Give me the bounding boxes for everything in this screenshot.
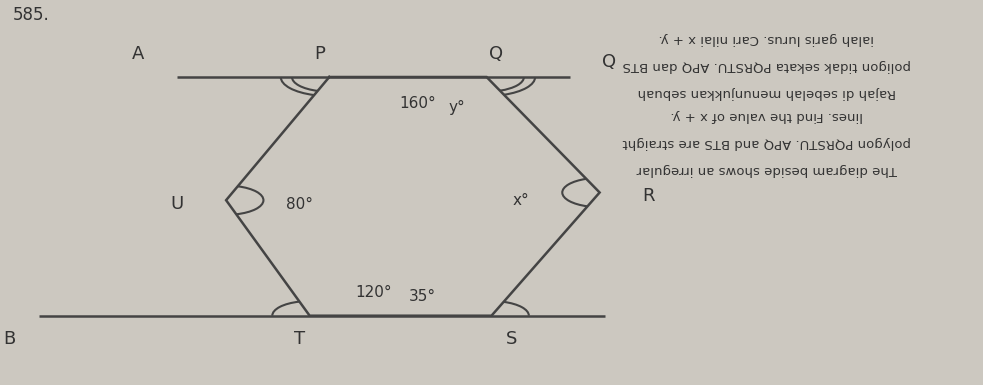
Text: S: S bbox=[505, 330, 517, 348]
Text: 585.: 585. bbox=[13, 7, 49, 24]
Text: Q: Q bbox=[603, 53, 616, 70]
Text: T: T bbox=[294, 330, 306, 348]
Text: Rajah di sebelah menunjukkan sebuah: Rajah di sebelah menunjukkan sebuah bbox=[638, 86, 896, 99]
Text: Q: Q bbox=[490, 45, 503, 63]
Text: x°: x° bbox=[512, 193, 530, 208]
Text: U: U bbox=[170, 195, 184, 213]
Text: polygon PQRSTU. APQ and BTS are straight: polygon PQRSTU. APQ and BTS are straight bbox=[622, 136, 911, 149]
Text: y°: y° bbox=[448, 100, 466, 116]
Text: ialah garis lurus. Cari nilai x + y.: ialah garis lurus. Cari nilai x + y. bbox=[659, 32, 875, 45]
Text: 80°: 80° bbox=[286, 197, 314, 211]
Text: B: B bbox=[4, 330, 16, 348]
Text: R: R bbox=[643, 187, 655, 205]
Text: 35°: 35° bbox=[409, 289, 436, 304]
Text: 160°: 160° bbox=[399, 97, 436, 111]
Text: The diagram beside shows an irregular: The diagram beside shows an irregular bbox=[637, 163, 896, 176]
Text: 120°: 120° bbox=[355, 285, 392, 300]
Text: P: P bbox=[314, 45, 325, 63]
Text: A: A bbox=[132, 45, 144, 63]
Text: poligon tidak sekata PQRSTU. APQ dan BTS: poligon tidak sekata PQRSTU. APQ dan BTS bbox=[622, 59, 911, 72]
Text: lines. Find the value of x + y.: lines. Find the value of x + y. bbox=[670, 109, 863, 122]
